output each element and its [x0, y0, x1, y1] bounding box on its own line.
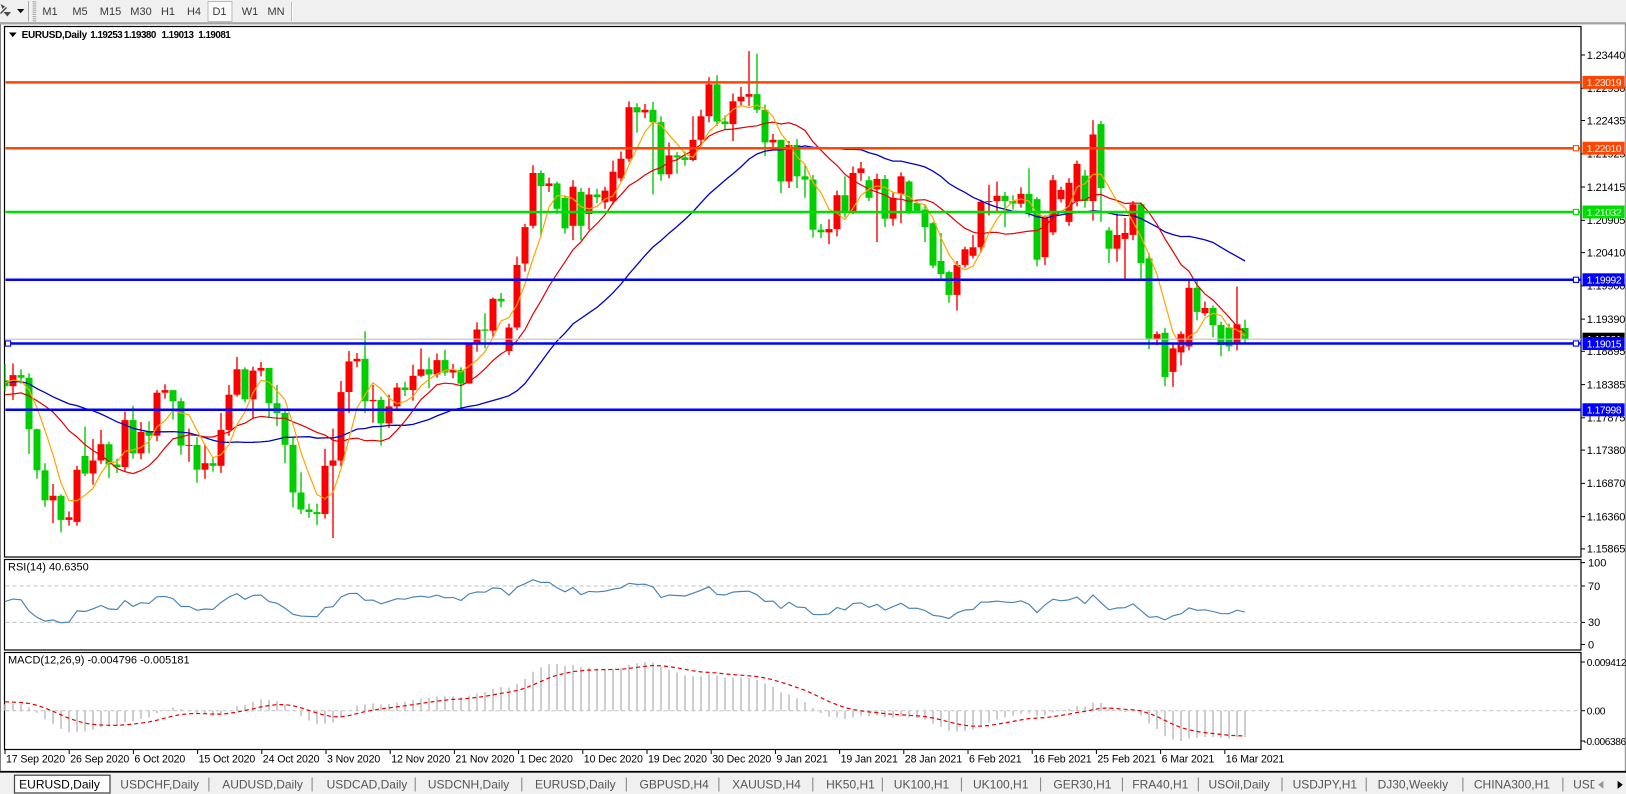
svg-text:USOil,Daily: USOil,Daily: [1209, 778, 1270, 792]
svg-text:W1: W1: [242, 6, 259, 18]
svg-text:1.21032: 1.21032: [1587, 208, 1622, 219]
svg-text:1.22435: 1.22435: [1587, 115, 1625, 127]
svg-text:1.17998: 1.17998: [1587, 406, 1622, 417]
svg-text:0.009412: 0.009412: [1587, 658, 1626, 669]
svg-text:21 Nov 2020: 21 Nov 2020: [455, 754, 514, 766]
svg-text:EURUSD,Daily: EURUSD,Daily: [19, 778, 100, 792]
svg-text:6 Feb 2021: 6 Feb 2021: [969, 754, 1022, 766]
svg-text:USDCNH,Daily: USDCNH,Daily: [428, 778, 509, 792]
svg-text:EURUSD,Daily: EURUSD,Daily: [535, 778, 616, 792]
svg-text:USD: USD: [1573, 778, 1599, 792]
svg-text:1.21415: 1.21415: [1587, 182, 1625, 194]
svg-text:1.23440: 1.23440: [1587, 50, 1625, 62]
svg-text:26 Sep 2020: 26 Sep 2020: [70, 754, 129, 766]
svg-text:HK50,H1: HK50,H1: [826, 778, 875, 792]
svg-text:1.17380: 1.17380: [1587, 445, 1625, 457]
svg-text:1 Dec 2020: 1 Dec 2020: [520, 754, 573, 766]
svg-text:D1: D1: [212, 6, 226, 18]
svg-text:6 Oct 2020: 6 Oct 2020: [134, 754, 185, 766]
svg-text:-0.006386: -0.006386: [1584, 737, 1626, 748]
svg-text:70: 70: [1588, 581, 1600, 593]
svg-text:GBPUSD,H4: GBPUSD,H4: [640, 778, 710, 792]
svg-text:25 Feb 2021: 25 Feb 2021: [1097, 754, 1156, 766]
svg-text:1.18385: 1.18385: [1587, 379, 1625, 391]
svg-text:MACD(12,26,9) -0.004796 -0.005: MACD(12,26,9) -0.004796 -0.005181: [8, 655, 190, 667]
svg-text:CHINA300,H1: CHINA300,H1: [1474, 778, 1550, 792]
svg-text:3 Nov 2020: 3 Nov 2020: [327, 754, 380, 766]
svg-text:M30: M30: [130, 6, 151, 18]
svg-text:H1: H1: [161, 6, 175, 18]
svg-text:M1: M1: [42, 6, 57, 18]
svg-text:1.22010: 1.22010: [1587, 144, 1622, 155]
svg-text:M5: M5: [72, 6, 87, 18]
svg-text:17 Sep 2020: 17 Sep 2020: [6, 754, 65, 766]
svg-text:1.19013: 1.19013: [162, 30, 195, 41]
svg-text:1.19380: 1.19380: [124, 30, 157, 41]
svg-text:1.16360: 1.16360: [1587, 511, 1625, 523]
svg-text:1.19081: 1.19081: [198, 30, 231, 41]
svg-text:1.23019: 1.23019: [1587, 78, 1622, 89]
svg-text:1.19015: 1.19015: [1587, 339, 1622, 350]
svg-text:DJ30,Weekly: DJ30,Weekly: [1378, 778, 1448, 792]
svg-text:FRA40,H1: FRA40,H1: [1132, 778, 1188, 792]
svg-text:30: 30: [1588, 617, 1600, 629]
svg-text:0: 0: [1588, 639, 1594, 651]
svg-text:19 Dec 2020: 19 Dec 2020: [648, 754, 707, 766]
svg-text:GER30,H1: GER30,H1: [1053, 778, 1111, 792]
svg-text:30 Dec 2020: 30 Dec 2020: [712, 754, 771, 766]
svg-text:0.00: 0.00: [1587, 707, 1606, 718]
svg-text:9 Jan 2021: 9 Jan 2021: [776, 754, 828, 766]
svg-text:AUDUSD,Daily: AUDUSD,Daily: [222, 778, 303, 792]
svg-text:1.15865: 1.15865: [1587, 544, 1625, 556]
svg-text:RSI(14) 40.6350: RSI(14) 40.6350: [8, 562, 89, 574]
svg-text:16 Feb 2021: 16 Feb 2021: [1033, 754, 1092, 766]
svg-text:1.19253: 1.19253: [90, 30, 123, 41]
svg-text:16 Mar 2021: 16 Mar 2021: [1226, 754, 1285, 766]
svg-text:USDJPY,H1: USDJPY,H1: [1293, 778, 1358, 792]
svg-text:19 Jan 2021: 19 Jan 2021: [841, 754, 898, 766]
svg-text:6 Mar 2021: 6 Mar 2021: [1162, 754, 1215, 766]
svg-text:15 Oct 2020: 15 Oct 2020: [199, 754, 256, 766]
svg-text:USDCAD,Daily: USDCAD,Daily: [327, 778, 408, 792]
svg-text:100: 100: [1588, 557, 1606, 569]
svg-text:28 Jan 2021: 28 Jan 2021: [905, 754, 962, 766]
svg-text:UK100,H1: UK100,H1: [973, 778, 1029, 792]
svg-text:EURUSD,Daily: EURUSD,Daily: [22, 30, 88, 41]
svg-text:1.20410: 1.20410: [1587, 247, 1625, 259]
svg-text:USDCHF,Daily: USDCHF,Daily: [120, 778, 199, 792]
svg-text:MN: MN: [267, 6, 284, 18]
svg-text:XAUUSD,H4: XAUUSD,H4: [732, 778, 801, 792]
svg-text:1.16870: 1.16870: [1587, 478, 1625, 490]
svg-text:12 Nov 2020: 12 Nov 2020: [391, 754, 450, 766]
svg-text:24 Oct 2020: 24 Oct 2020: [263, 754, 320, 766]
svg-text:UK100,H1: UK100,H1: [894, 778, 950, 792]
svg-text:1.19390: 1.19390: [1587, 314, 1625, 326]
svg-text:10 Dec 2020: 10 Dec 2020: [584, 754, 643, 766]
svg-text:1.19992: 1.19992: [1587, 276, 1622, 287]
svg-text:H4: H4: [187, 6, 201, 18]
svg-text:M15: M15: [100, 6, 121, 18]
